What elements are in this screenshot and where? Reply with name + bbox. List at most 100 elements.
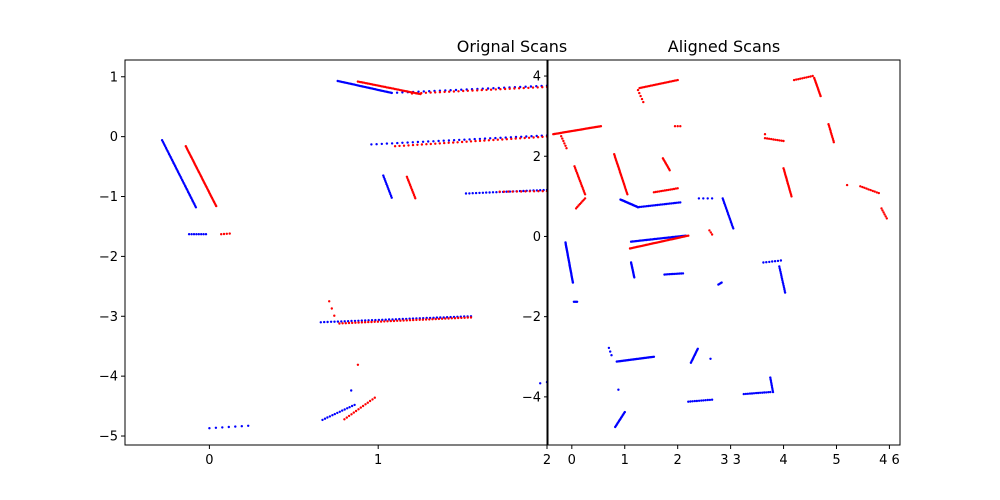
right-axes: 0 1 2 3 3 4 5 4 6 4 2 0 −2 −4 Aligned Scans xyxy=(522,37,901,468)
left-point-s0-g4-6 xyxy=(401,141,404,144)
right-point-s0-g19-0 xyxy=(742,392,745,396)
left-point-s1-g10-12 xyxy=(371,398,374,401)
right-point-s0-g11-13 xyxy=(783,287,786,291)
left-y-tick-label-6: −5 xyxy=(99,430,118,445)
left-point-s0-g8-5 xyxy=(240,425,243,428)
left-point-s0-g6-9 xyxy=(495,191,498,194)
left-point-s0-g1-7 xyxy=(204,233,208,236)
right-point-s0-g19-4 xyxy=(750,392,754,395)
left-point-s1-g5-13 xyxy=(414,197,417,200)
right-point-s0-g3-11 xyxy=(656,203,659,207)
left-point-s0-g4-30 xyxy=(525,135,528,138)
left-y-tick-label-3: −2 xyxy=(99,250,118,265)
left-point-s1-g6-5 xyxy=(520,190,523,193)
left-point-s0-g6-12 xyxy=(505,190,508,193)
left-point-s1-g7-4 xyxy=(351,321,354,325)
left-point-s1-g7-5 xyxy=(354,321,357,324)
left-x-tick-label-2: 2 xyxy=(543,453,551,468)
right-point-s0-g19-5 xyxy=(752,392,756,395)
right-point-s1-g9-13 xyxy=(676,187,679,190)
right-axes-background xyxy=(548,60,900,445)
left-point-s0-g9-6 xyxy=(336,411,339,415)
left-point-s1-g4-6 xyxy=(420,143,424,146)
left-point-s1-g7-30 xyxy=(434,317,437,321)
left-point-s1-g7-32 xyxy=(440,317,444,320)
left-point-s0-g6-3 xyxy=(474,191,478,195)
right-point-s0-g3-1 xyxy=(638,205,641,209)
right-point-s1-g14-4 xyxy=(772,138,775,141)
right-point-s1-g9-0 xyxy=(652,191,656,194)
left-point-s0-g9-12 xyxy=(350,404,354,408)
right-point-s1-g1-1 xyxy=(561,137,564,140)
left-point-s0-g4-15 xyxy=(447,139,451,142)
left-point-s0-g4-25 xyxy=(499,136,502,139)
right-point-s1-g14-6 xyxy=(776,138,779,142)
right-point-s1-g17-11 xyxy=(832,141,835,144)
right-point-s1-g5-2 xyxy=(639,94,642,98)
left-point-s1-g7-19 xyxy=(399,319,402,322)
right-point-s1-g1-0 xyxy=(560,135,563,138)
left-point-s0-g3-5 xyxy=(417,90,420,93)
left-point-s1-g3-19 xyxy=(499,88,502,91)
right-point-s0-g9-3 xyxy=(720,281,723,284)
right-point-s0-g15-0 xyxy=(709,357,712,360)
left-point-s0-g3-13 xyxy=(460,88,463,91)
right-point-s1-g9-9 xyxy=(669,188,672,191)
right-point-s1-g1-2 xyxy=(562,139,565,143)
right-ticks-layer: 0 1 2 3 3 4 5 4 6 4 2 0 −2 −4 xyxy=(522,70,900,468)
right-point-s0-g10-3 xyxy=(771,260,774,263)
left-point-s1-g4-18 xyxy=(474,139,477,143)
left-point-s1-g7-2 xyxy=(344,322,347,325)
left-point-s0-g7-5 xyxy=(336,320,340,323)
right-x-tick-label-3: 3 3 xyxy=(720,453,741,468)
left-point-s1-g10-4 xyxy=(352,411,355,414)
right-point-s0-g3-7 xyxy=(649,204,652,207)
right-point-s0-g4-3 xyxy=(710,197,714,200)
right-point-s0-g19-6 xyxy=(754,391,758,395)
right-point-s0-g10-1 xyxy=(765,261,768,264)
left-point-s1-g7-13 xyxy=(379,320,383,323)
left-point-s1-g10-13 xyxy=(373,396,376,399)
right-point-s1-g1-3 xyxy=(563,142,566,145)
left-point-s0-g7-7 xyxy=(343,320,346,323)
left-point-s1-g1-1 xyxy=(222,232,226,236)
right-point-s1-g19-2 xyxy=(863,186,866,189)
right-point-s0-g8-4 xyxy=(670,272,673,276)
right-point-s0-g8-5 xyxy=(671,272,675,276)
right-point-s1-g9-10 xyxy=(671,188,674,191)
right-point-s1-g12-7 xyxy=(807,75,810,79)
right-point-s0-g0-39 xyxy=(571,281,575,284)
right-point-s1-g9-8 xyxy=(667,188,670,192)
left-point-s1-g10-1 xyxy=(345,416,348,419)
left-point-s1-g3-28 xyxy=(541,86,544,89)
right-point-s1-g4-24 xyxy=(676,78,679,82)
left-point-s1-g6-3 xyxy=(511,190,514,193)
left-point-s0-g4-0 xyxy=(370,143,373,146)
left-point-s1-g4-14 xyxy=(456,141,459,144)
right-point-s1-g12-3 xyxy=(799,77,802,80)
right-x-tick-label-5: 5 xyxy=(832,453,840,468)
left-point-s1-g4-32 xyxy=(536,136,540,139)
left-point-s0-g6-17 xyxy=(522,189,525,193)
left-point-s0-g3-6 xyxy=(422,90,425,93)
right-point-s0-g8-11 xyxy=(681,272,685,275)
left-point-s1-g4-16 xyxy=(465,140,468,143)
left-point-s1-g3-13 xyxy=(471,89,474,92)
left-point-s1-g7-18 xyxy=(396,319,399,322)
left-point-s0-g4-4 xyxy=(390,142,394,145)
right-point-s0-g16-3 xyxy=(693,399,696,403)
left-point-s0-g6-6 xyxy=(485,191,488,194)
right-point-s1-g9-3 xyxy=(658,190,661,193)
right-point-s0-g16-4 xyxy=(695,399,699,403)
right-point-s0-g3-13 xyxy=(659,203,663,206)
right-point-s0-g19-2 xyxy=(746,392,750,395)
right-point-s0-g4-2 xyxy=(706,197,709,200)
right-point-s1-g9-1 xyxy=(654,190,657,194)
right-point-s1-g11-0 xyxy=(708,229,711,232)
right-point-s0-g19-1 xyxy=(744,392,748,396)
right-point-s1-g9-2 xyxy=(656,190,659,193)
right-point-s0-g10-4 xyxy=(773,260,777,263)
right-point-s1-g12-4 xyxy=(801,77,804,80)
left-point-s0-g9-8 xyxy=(341,409,344,412)
left-point-s0-g9-10 xyxy=(346,407,349,410)
